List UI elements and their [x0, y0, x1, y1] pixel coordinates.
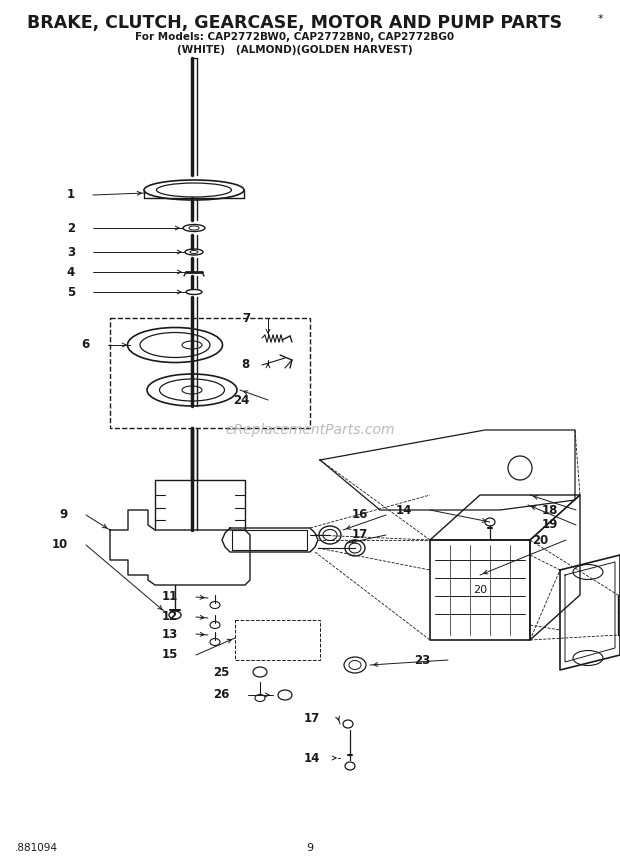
Text: eReplacementParts.com: eReplacementParts.com: [225, 423, 395, 437]
Text: 24: 24: [234, 393, 250, 406]
Text: 18: 18: [542, 504, 558, 517]
Text: 19: 19: [542, 518, 558, 531]
Text: 23: 23: [414, 653, 430, 666]
Text: 3: 3: [67, 245, 75, 258]
Text: 10: 10: [51, 538, 68, 552]
Text: 12: 12: [162, 610, 178, 623]
Text: 6: 6: [82, 338, 90, 351]
Text: *: *: [597, 14, 603, 24]
Text: 17: 17: [352, 529, 368, 542]
Bar: [235, 620, 320, 660]
Text: 25: 25: [214, 666, 230, 678]
Text: 17: 17: [304, 711, 320, 724]
Text: 11: 11: [162, 591, 178, 604]
Text: 9: 9: [306, 843, 314, 853]
Text: 2: 2: [67, 221, 75, 234]
Text: 20: 20: [473, 585, 487, 595]
Text: 20: 20: [532, 534, 548, 547]
Text: 7: 7: [242, 312, 250, 325]
Text: BRAKE, CLUTCH, GEARCASE, MOTOR AND PUMP PARTS: BRAKE, CLUTCH, GEARCASE, MOTOR AND PUMP …: [27, 14, 562, 32]
Text: For Models: CAP2772BW0, CAP2772BN0, CAP2772BG0: For Models: CAP2772BW0, CAP2772BN0, CAP2…: [135, 32, 454, 42]
Text: 8: 8: [242, 358, 250, 371]
Text: 26: 26: [214, 689, 230, 702]
Text: 14: 14: [304, 752, 320, 765]
Text: 4: 4: [67, 265, 75, 278]
Text: (WHITE)   (ALMOND)(GOLDEN HARVEST): (WHITE) (ALMOND)(GOLDEN HARVEST): [177, 45, 413, 55]
Bar: [618, 595, 620, 635]
Text: 9: 9: [60, 509, 68, 522]
Bar: [232, 530, 307, 550]
Text: 14: 14: [396, 504, 412, 517]
Text: 16: 16: [352, 509, 368, 522]
Text: .881094: .881094: [15, 843, 58, 853]
Bar: [110, 318, 310, 428]
Text: 13: 13: [162, 628, 178, 641]
Text: 5: 5: [67, 286, 75, 299]
Text: 1: 1: [67, 189, 75, 201]
Text: 15: 15: [162, 648, 178, 661]
